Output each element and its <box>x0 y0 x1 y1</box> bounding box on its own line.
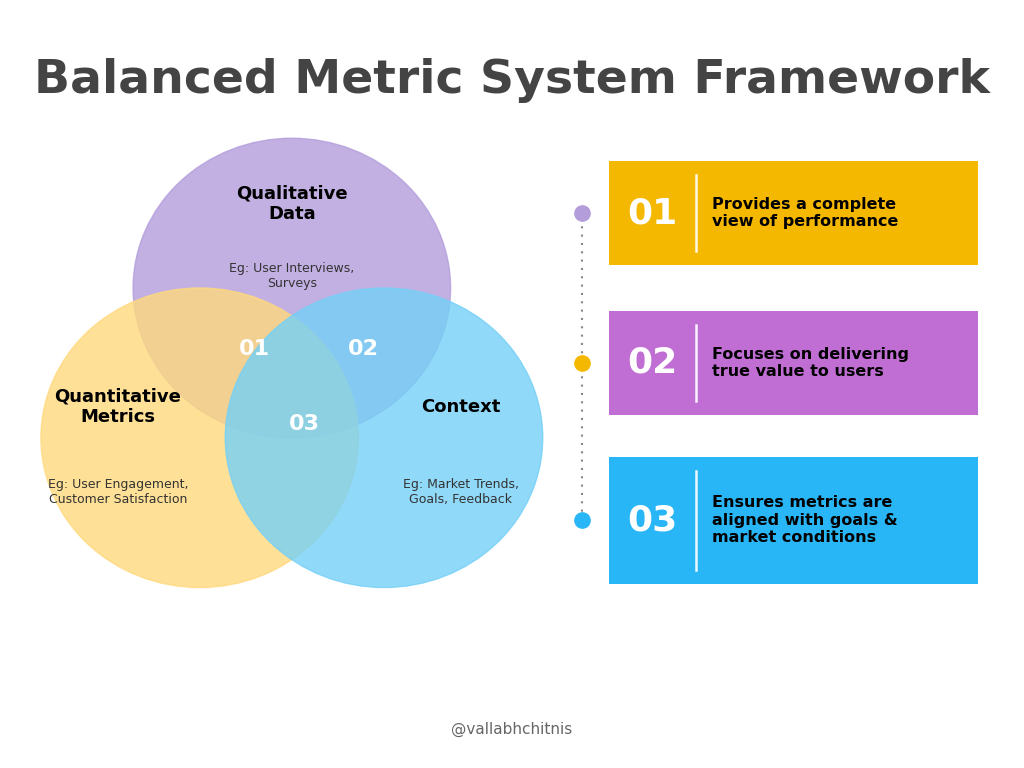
Text: Ensures metrics are
aligned with goals &
market conditions: Ensures metrics are aligned with goals &… <box>712 495 897 545</box>
Ellipse shape <box>133 138 451 438</box>
Text: Quantitative
Metrics: Quantitative Metrics <box>54 388 181 426</box>
Ellipse shape <box>41 288 358 588</box>
FancyBboxPatch shape <box>609 311 978 415</box>
Text: Balanced Metric System Framework: Balanced Metric System Framework <box>34 58 990 103</box>
Text: Focuses on delivering
true value to users: Focuses on delivering true value to user… <box>712 346 908 379</box>
Text: Eg: User Engagement,
Customer Satisfaction: Eg: User Engagement, Customer Satisfacti… <box>47 478 188 505</box>
Text: 02: 02 <box>348 339 379 359</box>
Text: Eg: Market Trends,
Goals, Feedback: Eg: Market Trends, Goals, Feedback <box>402 478 519 505</box>
Text: 03: 03 <box>289 414 319 434</box>
Text: Qualitative
Data: Qualitative Data <box>236 184 348 223</box>
Text: 01: 01 <box>627 196 678 230</box>
Text: Provides a complete
view of performance: Provides a complete view of performance <box>712 197 898 230</box>
Text: 02: 02 <box>627 346 678 380</box>
Text: @vallabhchitnis: @vallabhchitnis <box>452 722 572 737</box>
Text: 03: 03 <box>627 503 678 538</box>
Ellipse shape <box>225 288 543 588</box>
FancyBboxPatch shape <box>609 161 978 265</box>
Text: Context: Context <box>421 398 501 416</box>
Text: Eg: User Interviews,
Surveys: Eg: User Interviews, Surveys <box>229 263 354 290</box>
FancyBboxPatch shape <box>609 457 978 584</box>
Text: 01: 01 <box>239 339 269 359</box>
